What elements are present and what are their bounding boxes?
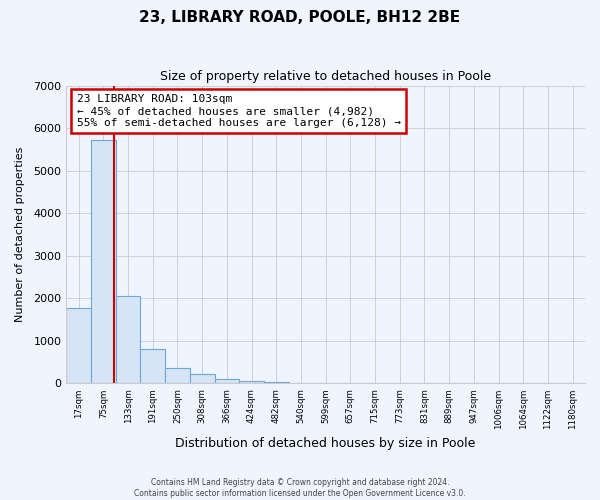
Bar <box>264 382 289 384</box>
Bar <box>116 296 140 384</box>
Text: 23, LIBRARY ROAD, POOLE, BH12 2BE: 23, LIBRARY ROAD, POOLE, BH12 2BE <box>139 10 461 25</box>
Title: Size of property relative to detached houses in Poole: Size of property relative to detached ho… <box>160 70 491 83</box>
Bar <box>190 374 215 384</box>
Bar <box>91 140 116 384</box>
Y-axis label: Number of detached properties: Number of detached properties <box>15 147 25 322</box>
Bar <box>239 381 264 384</box>
Bar <box>165 368 190 384</box>
Text: 23 LIBRARY ROAD: 103sqm
← 45% of detached houses are smaller (4,982)
55% of semi: 23 LIBRARY ROAD: 103sqm ← 45% of detache… <box>77 94 401 128</box>
X-axis label: Distribution of detached houses by size in Poole: Distribution of detached houses by size … <box>175 437 476 450</box>
Bar <box>140 348 165 384</box>
Bar <box>215 378 239 384</box>
Bar <box>67 308 91 384</box>
Text: Contains HM Land Registry data © Crown copyright and database right 2024.
Contai: Contains HM Land Registry data © Crown c… <box>134 478 466 498</box>
